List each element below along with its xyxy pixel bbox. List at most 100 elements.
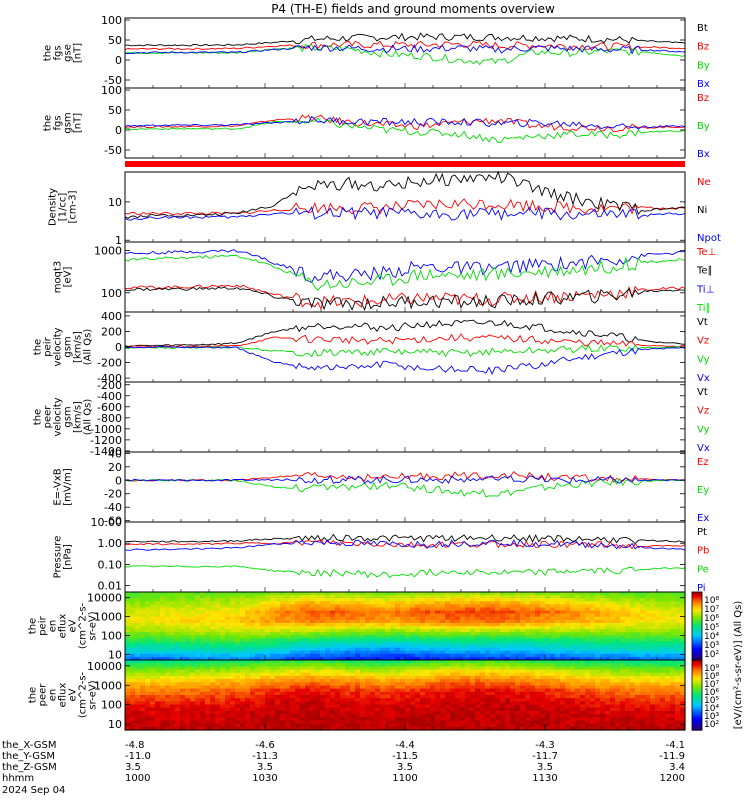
- spectrogram-cell: [295, 679, 301, 683]
- spectrogram-cell: [155, 682, 161, 687]
- spectrogram-cell: [230, 592, 236, 596]
- spectrogram-cell: [640, 656, 646, 661]
- spectrogram-cell: [335, 695, 341, 699]
- spectrogram-cell: [635, 626, 641, 630]
- spectrogram-cell: [155, 592, 161, 596]
- spectrogram-cell: [575, 669, 581, 674]
- spectrogram-cell: [325, 607, 331, 612]
- spectrogram-cell: [290, 644, 296, 649]
- spectrogram-cell: [185, 604, 191, 609]
- spectrogram-cell: [135, 601, 141, 605]
- spectrogram-cell: [510, 598, 516, 602]
- spectrogram-cell: [375, 613, 381, 618]
- spectrogram-cell: [545, 632, 551, 636]
- spectrogram-cell: [665, 619, 671, 624]
- spectrogram-cell: [675, 704, 681, 709]
- spectrogram-cell: [450, 688, 456, 693]
- spectrogram-cell: [515, 663, 521, 667]
- spectrogram-cell: [435, 604, 441, 609]
- spectrogram-cell: [270, 698, 276, 702]
- spectrogram-cell: [455, 653, 461, 658]
- spectrogram-cell: [350, 647, 356, 652]
- spectrogram-cell: [650, 701, 656, 706]
- spectrogram-cell: [290, 666, 296, 671]
- spectrogram-cell: [350, 632, 356, 636]
- spectrogram-cell: [205, 695, 211, 699]
- spectrogram-cell: [460, 679, 466, 683]
- spectrogram-cell: [360, 698, 366, 702]
- spectrogram-cell: [635, 610, 641, 615]
- spectrogram-cell: [595, 613, 601, 618]
- spectrogram-cell: [125, 672, 131, 677]
- spectrogram-cell: [410, 629, 416, 633]
- spectrogram-cell: [465, 613, 471, 618]
- spectrogram-cell: [500, 675, 506, 680]
- y-tick-label: -40: [104, 501, 122, 514]
- spectrogram-cell: [380, 604, 386, 609]
- spectrogram-cell: [275, 679, 281, 683]
- spectrogram-cell: [345, 598, 351, 602]
- spectrogram-cell: [615, 604, 621, 609]
- spectrogram-cell: [250, 710, 256, 715]
- spectrogram-cell: [310, 669, 316, 674]
- spectrogram-cell: [220, 598, 226, 602]
- spectrogram-cell: [675, 619, 681, 624]
- spectrogram-cell: [655, 601, 661, 605]
- spectrogram-cell: [455, 675, 461, 680]
- spectrogram-cell: [165, 701, 171, 706]
- spectrogram-cell: [395, 626, 401, 630]
- spectrogram-cell: [480, 592, 486, 596]
- spectrogram-cell: [640, 595, 646, 599]
- spectrogram-cell: [485, 666, 491, 671]
- spectrogram-cell: [425, 595, 431, 599]
- spectrogram-cell: [525, 635, 531, 639]
- spectrogram-cell: [285, 641, 291, 646]
- spectrogram-cell: [205, 669, 211, 674]
- spectrogram-cell: [225, 644, 231, 649]
- spectrogram-cell: [490, 701, 496, 706]
- spectrogram-cell: [575, 701, 581, 706]
- spectrogram-cell: [565, 632, 571, 636]
- spectrogram-cell: [275, 669, 281, 674]
- spectrogram-cell: [340, 717, 346, 722]
- spectrogram-cell: [620, 660, 626, 664]
- spectrogram-cell: [350, 604, 356, 609]
- spectrogram-cell: [450, 604, 456, 609]
- spectrogram-cell: [200, 682, 206, 687]
- spectrogram-cell: [155, 604, 161, 609]
- spectrogram-cell: [135, 635, 141, 639]
- spectrogram-cell: [350, 598, 356, 602]
- spectrogram-cell: [270, 682, 276, 687]
- spectrogram-cell: [490, 613, 496, 618]
- spectrogram-cell: [470, 632, 476, 636]
- colorbar-band: [692, 643, 702, 646]
- spectrogram-cell: [510, 616, 516, 621]
- spectrogram-cell: [535, 707, 541, 712]
- spectrogram-cell: [445, 610, 451, 615]
- spectrogram-cell: [590, 707, 596, 712]
- y-label-line: sr-eV): [88, 611, 99, 640]
- spectrogram-cell: [130, 601, 136, 605]
- spectrogram-cell: [300, 666, 306, 671]
- spectrogram-cell: [680, 629, 686, 633]
- spectrogram-cell: [375, 595, 381, 599]
- spectrogram-cell: [525, 595, 531, 599]
- spectrogram-cell: [525, 710, 531, 715]
- spectrogram-cell: [170, 598, 176, 602]
- spectrogram-cell: [465, 710, 471, 715]
- spectrogram-cell: [450, 613, 456, 618]
- spectrogram-cell: [360, 607, 366, 612]
- spectrogram-cell: [190, 669, 196, 674]
- spectrogram-cell: [315, 656, 321, 661]
- spectrogram-cell: [195, 595, 201, 599]
- spectrogram-cell: [360, 688, 366, 693]
- spectrogram-cell: [320, 675, 326, 680]
- spectrogram-cell: [660, 663, 666, 667]
- spectrogram-cell: [245, 682, 251, 687]
- spectrogram-cell: [230, 666, 236, 671]
- spectrogram-cell: [535, 616, 541, 621]
- spectrogram-cell: [190, 610, 196, 615]
- spectrogram-cell: [455, 707, 461, 712]
- spectrogram-cell: [555, 666, 561, 671]
- spectrogram-cell: [605, 672, 611, 677]
